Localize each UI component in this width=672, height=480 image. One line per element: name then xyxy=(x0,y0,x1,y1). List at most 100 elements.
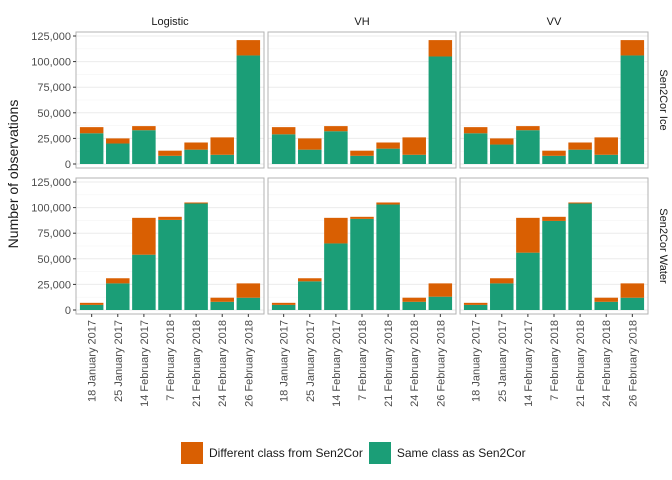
x-tick-label: 14 February 2017 xyxy=(139,320,151,407)
x-tick-label: 7 February 2018 xyxy=(549,320,561,401)
y-tick-label: 125,000 xyxy=(31,31,71,43)
bar-different-1-5 xyxy=(184,142,208,149)
bar-different-6-4 xyxy=(542,217,566,221)
bar-same-1-6 xyxy=(210,155,234,164)
bar-same-4-7 xyxy=(237,298,260,310)
bar-same-6-5 xyxy=(568,204,592,310)
bar-same-6-3 xyxy=(516,253,540,310)
y-tick-label: 50,000 xyxy=(37,108,71,120)
bar-same-2-5 xyxy=(376,149,400,164)
x-tick-label: 14 February 2017 xyxy=(523,320,535,407)
x-tick-label: 21 February 2018 xyxy=(575,320,587,407)
bar-same-1-4 xyxy=(158,156,182,164)
y-tick-label: 75,000 xyxy=(37,82,71,94)
bar-same-2-1 xyxy=(272,134,296,164)
bar-different-2-4 xyxy=(350,151,374,156)
bar-same-5-3 xyxy=(324,243,348,310)
bar-same-6-1 xyxy=(464,305,488,310)
x-tick-label: 14 February 2017 xyxy=(331,320,343,407)
bar-same-3-3 xyxy=(516,130,540,164)
bar-different-4-2 xyxy=(106,278,129,283)
bar-same-5-4 xyxy=(350,219,374,310)
bar-same-1-5 xyxy=(184,150,208,164)
x-tick-label: 24 February 2018 xyxy=(217,320,229,407)
facet-label-logistic: Logistic xyxy=(151,16,189,28)
bar-different-5-6 xyxy=(402,298,426,302)
x-tick-label: 18 January 2017 xyxy=(87,320,99,402)
bar-same-2-4 xyxy=(350,156,374,164)
bar-different-3-1 xyxy=(464,127,488,133)
bar-different-4-5 xyxy=(184,202,208,203)
y-tick-label: 125,000 xyxy=(31,177,71,189)
legend-key-same xyxy=(369,442,391,464)
bar-different-3-3 xyxy=(516,126,540,130)
facet-row-label-2: Sen2Cor Water xyxy=(657,208,669,284)
facet-row-label-1: Sen2Cor Ice xyxy=(657,69,669,130)
bar-different-5-7 xyxy=(429,283,453,296)
bar-different-1-1 xyxy=(80,127,104,133)
bar-same-5-2 xyxy=(298,281,322,310)
legend-label-different: Different class from Sen2Cor xyxy=(209,446,363,460)
x-tick-label: 24 February 2018 xyxy=(409,320,421,407)
y-tick-label: 50,000 xyxy=(37,254,71,266)
bar-different-3-6 xyxy=(594,137,618,154)
bar-same-2-3 xyxy=(324,131,348,164)
bar-different-1-2 xyxy=(106,138,129,143)
x-tick-label: 18 January 2017 xyxy=(279,320,291,402)
bar-same-3-6 xyxy=(594,155,618,164)
bar-different-4-4 xyxy=(158,217,182,220)
bar-different-1-4 xyxy=(158,151,182,156)
bar-same-5-6 xyxy=(402,302,426,310)
bar-different-6-6 xyxy=(594,298,618,302)
facet-label-vh: VH xyxy=(354,16,369,28)
x-tick-label: 18 January 2017 xyxy=(471,320,483,402)
bar-same-6-7 xyxy=(621,298,645,310)
bar-different-3-2 xyxy=(490,138,514,144)
legend: Different class from Sen2Cor Same class … xyxy=(181,442,532,464)
bar-different-3-4 xyxy=(542,151,566,156)
bar-same-1-2 xyxy=(106,144,129,164)
bar-different-2-7 xyxy=(429,40,453,56)
bar-same-2-6 xyxy=(402,155,426,164)
x-tick-label: 25 January 2017 xyxy=(305,320,317,402)
y-tick-label: 25,000 xyxy=(37,133,71,145)
bar-same-3-2 xyxy=(490,145,514,164)
x-tick-label: 21 February 2018 xyxy=(383,320,395,407)
bar-different-1-3 xyxy=(132,126,156,130)
bar-different-2-2 xyxy=(298,138,322,149)
x-tick-label: 25 January 2017 xyxy=(497,320,509,402)
bar-different-5-4 xyxy=(350,217,374,219)
bar-same-3-5 xyxy=(568,150,592,164)
bar-different-5-1 xyxy=(272,303,296,305)
bar-different-1-7 xyxy=(237,40,260,55)
x-tick-label: 24 February 2018 xyxy=(601,320,613,407)
facet-label-vv: VV xyxy=(547,16,562,28)
bar-same-1-7 xyxy=(237,55,260,164)
y-axis-title: Number of observations xyxy=(5,100,21,249)
bar-same-3-4 xyxy=(542,156,566,164)
bar-same-1-3 xyxy=(132,130,156,164)
bar-different-2-6 xyxy=(402,137,426,154)
bar-different-6-1 xyxy=(464,303,488,305)
x-tick-label: 7 February 2018 xyxy=(357,320,369,401)
bar-same-4-6 xyxy=(210,302,234,310)
bar-same-2-2 xyxy=(298,150,322,164)
bar-different-4-7 xyxy=(237,283,260,297)
bar-different-6-3 xyxy=(516,218,540,253)
bar-different-3-7 xyxy=(621,40,645,55)
y-tick-label: 100,000 xyxy=(31,57,71,69)
y-tick-label: 25,000 xyxy=(37,279,71,291)
bar-different-6-2 xyxy=(490,278,514,283)
bar-same-4-3 xyxy=(132,255,156,310)
bar-different-6-5 xyxy=(568,202,592,203)
y-tick-label: 75,000 xyxy=(37,228,71,240)
bar-same-4-4 xyxy=(158,220,182,310)
y-tick-label: 0 xyxy=(65,305,71,317)
x-tick-label: 26 February 2018 xyxy=(627,320,639,407)
bar-different-5-5 xyxy=(376,202,400,204)
bar-different-6-7 xyxy=(621,283,645,297)
bar-different-2-3 xyxy=(324,126,348,131)
y-tick-label: 100,000 xyxy=(31,203,71,215)
x-tick-label: 26 February 2018 xyxy=(435,320,447,407)
